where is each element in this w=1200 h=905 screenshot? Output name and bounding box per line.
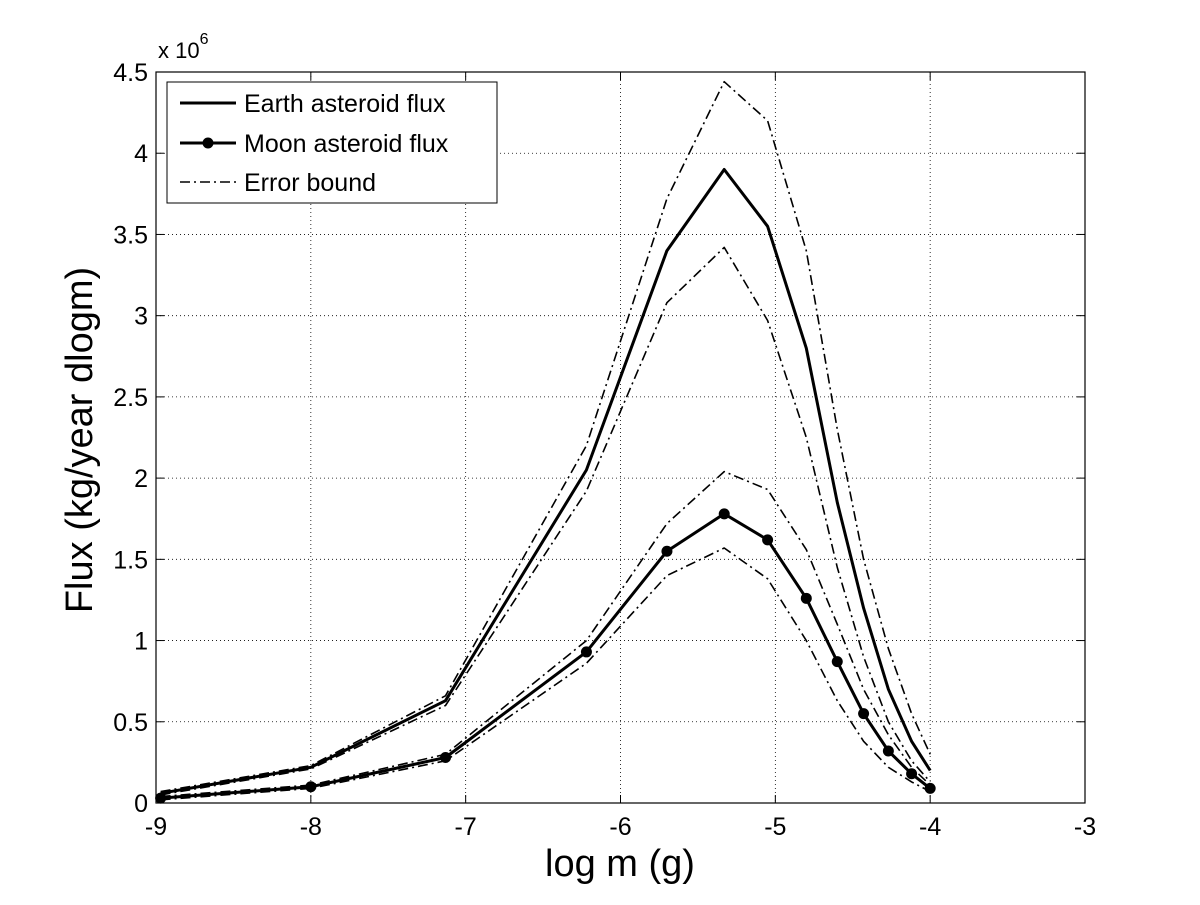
grid-lines [156, 72, 1085, 803]
y-tick-label: 1.5 [113, 546, 148, 574]
x-tick-label: -4 [919, 813, 941, 841]
legend-label-earth: Earth asteroid flux [244, 90, 446, 118]
y-axis-label: Flux (kg/year dlogm) [59, 267, 101, 613]
moon-flux-point [831, 656, 843, 668]
y-tick-label: 1 [134, 628, 148, 656]
y-tick-label: 3.5 [113, 221, 148, 249]
moon-flux-point [155, 792, 167, 804]
y-tick-label: 0.5 [113, 709, 148, 737]
y-tick-labels: 0 0.5 1 1.5 2 2.5 3 3.5 4 4.5 [113, 59, 148, 818]
earth-flux-line [160, 168, 932, 795]
moon-flux-point [924, 782, 936, 794]
y-multiplier-exponent: 6 [200, 31, 209, 48]
y-tick-label: 2 [134, 465, 148, 493]
legend-label-moon: Moon asteroid flux [244, 130, 449, 158]
error-bound-line [160, 470, 931, 798]
x-tick-label: -5 [764, 813, 786, 841]
moon-flux-point [580, 646, 592, 658]
moon-flux-point [718, 508, 730, 520]
moon-flux-point [305, 781, 317, 793]
y-tick-label: 3 [134, 303, 148, 331]
moon-flux-point [800, 592, 812, 604]
legend: Earth asteroid flux Moon asteroid flux E… [166, 81, 498, 204]
moon-flux-point [882, 745, 894, 757]
x-axis-label: log m (g) [545, 843, 695, 885]
y-multiplier-base: x 10 [158, 38, 200, 63]
x-tick-label: -7 [455, 813, 477, 841]
error-bound-line [160, 547, 931, 801]
x-tick-label: -3 [1074, 813, 1096, 841]
legend-swatch-moon-marker [202, 137, 214, 149]
series-layer [155, 80, 936, 804]
axis-ticks [155, 71, 1086, 804]
moon-flux-point [661, 545, 673, 557]
y-tick-label: 2.5 [113, 384, 148, 412]
x-tick-labels: -9 -8 -7 -6 -5 -4 -3 [145, 813, 1096, 841]
error-bound-line [160, 80, 931, 793]
y-tick-label: 4.5 [113, 59, 148, 87]
moon-flux-point [762, 534, 774, 546]
y-tick-label: 0 [134, 790, 148, 818]
moon-flux-point [858, 708, 870, 720]
x-tick-label: -6 [609, 813, 631, 841]
legend-label-error: Error bound [244, 169, 376, 197]
error-bound-line [160, 246, 931, 796]
y-multiplier: x 106 [158, 31, 209, 63]
y-tick-label: 4 [134, 140, 148, 168]
x-tick-label: -8 [300, 813, 322, 841]
x-tick-label: -9 [145, 813, 167, 841]
